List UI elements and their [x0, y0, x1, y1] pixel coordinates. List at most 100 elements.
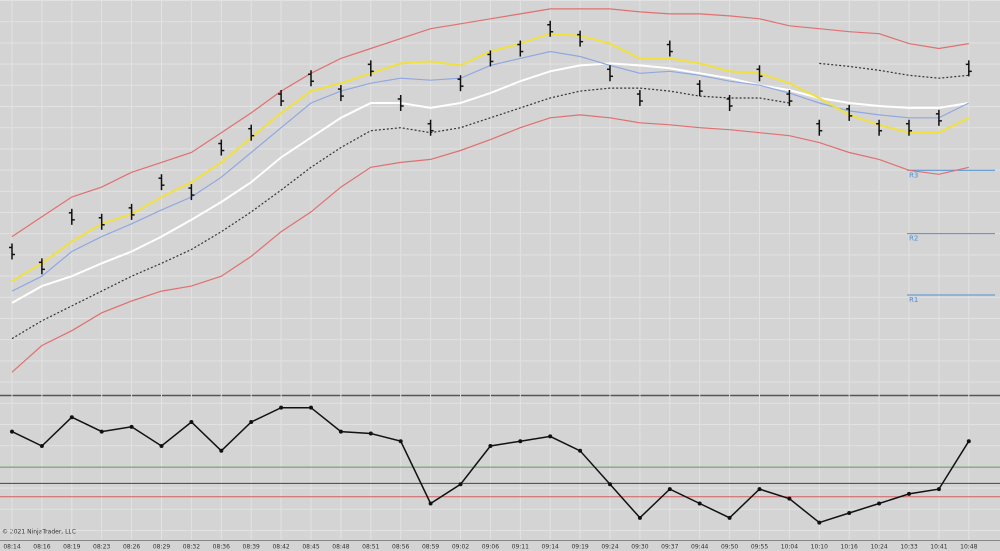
x-tick-label: 09:24 [601, 544, 618, 551]
x-tick-label: 08:51 [362, 544, 379, 551]
price-bar [965, 60, 972, 77]
x-tick-label: 10:41 [930, 544, 947, 551]
x-tick-label: 09:30 [631, 544, 648, 551]
price-bar [128, 203, 135, 220]
price-bar [696, 80, 703, 97]
price-bar [9, 243, 15, 260]
pivot-label: R1 [909, 296, 918, 304]
x-tick-label: 09:50 [721, 544, 738, 551]
price-bar [337, 85, 344, 102]
oscillator-dot [129, 424, 134, 429]
x-tick-label: 10:48 [960, 544, 977, 551]
price-bar [158, 174, 165, 191]
series-line [11, 87, 790, 340]
oscillator-dot [817, 520, 822, 525]
x-tick-label: 10:24 [870, 544, 887, 551]
x-tick-label: 08:42 [272, 544, 289, 551]
x-tick-label: 08:59 [422, 544, 439, 551]
price-bar [68, 208, 75, 225]
price-bar [397, 94, 404, 111]
oscillator-dot [966, 439, 971, 444]
oscillator-dot [697, 501, 702, 506]
oscillator-dot [907, 491, 911, 496]
price-grid [0, 0, 1000, 395]
oscillator-dot [518, 439, 523, 444]
oscillator-dot [936, 487, 941, 492]
oscillator-dot [368, 431, 373, 436]
price-bar [487, 50, 494, 67]
price-bar [876, 119, 883, 136]
oscillator-dot [667, 487, 672, 492]
oscillator-dot [338, 429, 343, 434]
oscillator-dot [877, 501, 882, 506]
price-bar [278, 90, 285, 107]
oscillator-dot [847, 511, 852, 516]
oscillator-dot [39, 443, 44, 448]
x-tick-label: 09:11 [512, 544, 529, 551]
series-line [11, 8, 969, 238]
series-line [11, 62, 969, 304]
oscillator-dot [159, 443, 164, 448]
x-tick-label: 08:32 [183, 544, 200, 551]
x-tick-label: 09:44 [691, 544, 708, 551]
price-bar [636, 90, 643, 107]
oscillator-dot [727, 515, 732, 520]
oscillator-dot [458, 482, 463, 487]
price-bar [756, 65, 763, 82]
price-bar [427, 119, 434, 136]
price-bar [935, 109, 942, 126]
price-bar [726, 94, 733, 111]
x-tick-label: 08:56 [392, 544, 409, 551]
price-bar [816, 119, 823, 136]
oscillator-dot [608, 482, 612, 487]
price-bar [188, 184, 195, 201]
price-bar [98, 213, 105, 230]
oscillator-dot [189, 420, 194, 425]
x-tick-label: 09:55 [751, 544, 768, 551]
x-tick-label: 08:45 [302, 544, 319, 551]
copyright: © 2021 NinjaTrader, LLC [2, 529, 76, 536]
x-tick-label: 08:16 [33, 544, 50, 551]
x-tick-label: 08:26 [123, 544, 140, 551]
x-tick-label: 10:10 [811, 544, 828, 551]
x-tick-label: 10:33 [900, 544, 917, 551]
price-bar [218, 139, 225, 156]
x-tick-label: 09:37 [661, 544, 678, 551]
oscillator-dot [249, 420, 254, 425]
pivot-label: R3 [909, 171, 918, 179]
x-tick-label: 09:14 [542, 544, 559, 551]
oscillator-dot [428, 501, 433, 506]
series-line [11, 114, 969, 373]
oscillator-dot [309, 405, 313, 410]
oscillator-dot [787, 496, 792, 501]
x-tick-label: 08:14 [3, 544, 20, 551]
oscillator-dot [578, 448, 583, 453]
price-bar [248, 124, 255, 141]
x-tick-label: 08:29 [153, 544, 170, 551]
oscillator-dot [488, 443, 493, 448]
oscillator-dot [99, 429, 104, 434]
oscillator-dot [637, 515, 642, 520]
price-bar [666, 40, 673, 57]
x-tick-label: 08:36 [213, 544, 230, 551]
x-tick-label: 08:48 [332, 544, 349, 551]
oscillator-dot [279, 405, 284, 410]
x-tick-label: 08:19 [63, 544, 80, 551]
x-tick-label: 09:06 [482, 544, 499, 551]
series-line [819, 62, 969, 79]
price-bar [38, 258, 45, 275]
x-tick-label: 10:04 [781, 544, 798, 551]
x-tick-label: 10:16 [841, 544, 858, 551]
price-bar [547, 20, 554, 37]
oscillator-dot [398, 439, 403, 444]
oscillator-grid [0, 397, 1000, 540]
x-tick-label: 09:19 [571, 544, 588, 551]
price-bar [786, 90, 793, 107]
x-tick-label: 08:39 [243, 544, 260, 551]
oscillator-dot [548, 434, 553, 439]
pivot-label: R2 [909, 235, 918, 243]
oscillator-dot [10, 429, 14, 434]
oscillator-dot [219, 448, 224, 453]
